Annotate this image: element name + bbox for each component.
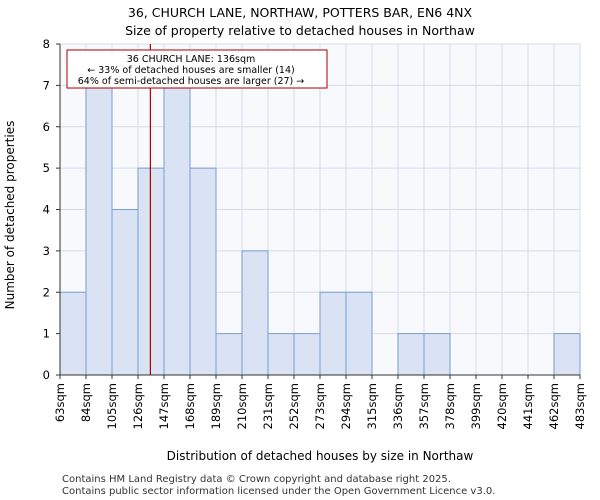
x-tick-label: 126sqm xyxy=(131,383,145,429)
x-tick-label: 462sqm xyxy=(547,383,561,429)
x-tick-label: 336sqm xyxy=(391,383,405,429)
bar xyxy=(111,209,139,376)
bar xyxy=(345,291,373,376)
bar xyxy=(215,333,243,376)
bar xyxy=(267,333,295,376)
x-tick-label: 378sqm xyxy=(443,383,457,429)
x-tick-label: 483sqm xyxy=(573,383,587,429)
x-tick-label: 252sqm xyxy=(287,383,301,429)
y-tick-label: 3 xyxy=(43,244,50,258)
x-tick-label: 84sqm xyxy=(79,383,93,422)
x-axis-label: Distribution of detached houses by size … xyxy=(167,449,474,463)
bar xyxy=(163,84,191,376)
x-tick-label: 315sqm xyxy=(365,383,379,429)
y-tick-label: 2 xyxy=(43,285,50,299)
x-tick-label: 63sqm xyxy=(53,383,67,422)
x-tick-label: 273sqm xyxy=(313,383,327,429)
marker-layer: 36 CHURCH LANE: 136sqm← 33% of detached … xyxy=(66,44,328,375)
y-tick-label: 5 xyxy=(43,161,50,175)
y-tick-label: 4 xyxy=(43,203,50,217)
x-tick-label: 441sqm xyxy=(521,383,535,429)
bar xyxy=(423,333,451,376)
bar xyxy=(397,333,425,376)
y-tick-label: 7 xyxy=(43,78,50,92)
y-tick-label: 0 xyxy=(43,368,50,382)
x-tick-label: 105sqm xyxy=(105,383,119,429)
chart-subtitle: Size of property relative to detached ho… xyxy=(125,23,475,38)
x-tick-label: 399sqm xyxy=(469,383,483,429)
bar xyxy=(241,250,269,376)
x-tick-label: 420sqm xyxy=(495,383,509,429)
footer-line-2: Contains public sector information licen… xyxy=(62,486,496,497)
annotation-line: 36 CHURCH LANE: 136sqm xyxy=(127,54,255,65)
x-tick-label: 357sqm xyxy=(417,383,431,429)
x-tick-label: 147sqm xyxy=(157,383,171,429)
bar xyxy=(553,333,581,376)
annotation-line: 64% of semi-detached houses are larger (… xyxy=(78,76,305,87)
y-tick-label: 1 xyxy=(43,327,50,341)
bars-layer xyxy=(59,84,581,376)
annotation-box xyxy=(66,49,328,89)
axes-layer: 0 1 2 3 4 5 6 7 8 63sqm 84sqm 105sqm 126sqm 147sqm 168… xyxy=(43,37,587,429)
bar xyxy=(137,167,165,376)
x-tick-label: 189sqm xyxy=(209,383,223,429)
annotation-line: ← 33% of detached houses are smaller (14… xyxy=(87,65,294,76)
x-tick-label: 294sqm xyxy=(339,383,353,429)
x-tick-label: 210sqm xyxy=(235,383,249,429)
x-tick-label: 168sqm xyxy=(183,383,197,429)
y-axis-label: Number of detached properties xyxy=(3,121,17,310)
chart-title: 36, CHURCH LANE, NORTHAW, POTTERS BAR, E… xyxy=(127,5,473,20)
bar xyxy=(319,291,347,376)
bar xyxy=(189,167,217,376)
bar xyxy=(59,291,87,376)
bar xyxy=(293,333,321,376)
y-tick-label: 6 xyxy=(43,120,50,134)
x-tick-label: 231sqm xyxy=(261,383,275,429)
y-tick-label: 8 xyxy=(43,37,50,51)
bar xyxy=(85,84,113,376)
footer-line-1: Contains HM Land Registry data © Crown c… xyxy=(62,474,451,485)
